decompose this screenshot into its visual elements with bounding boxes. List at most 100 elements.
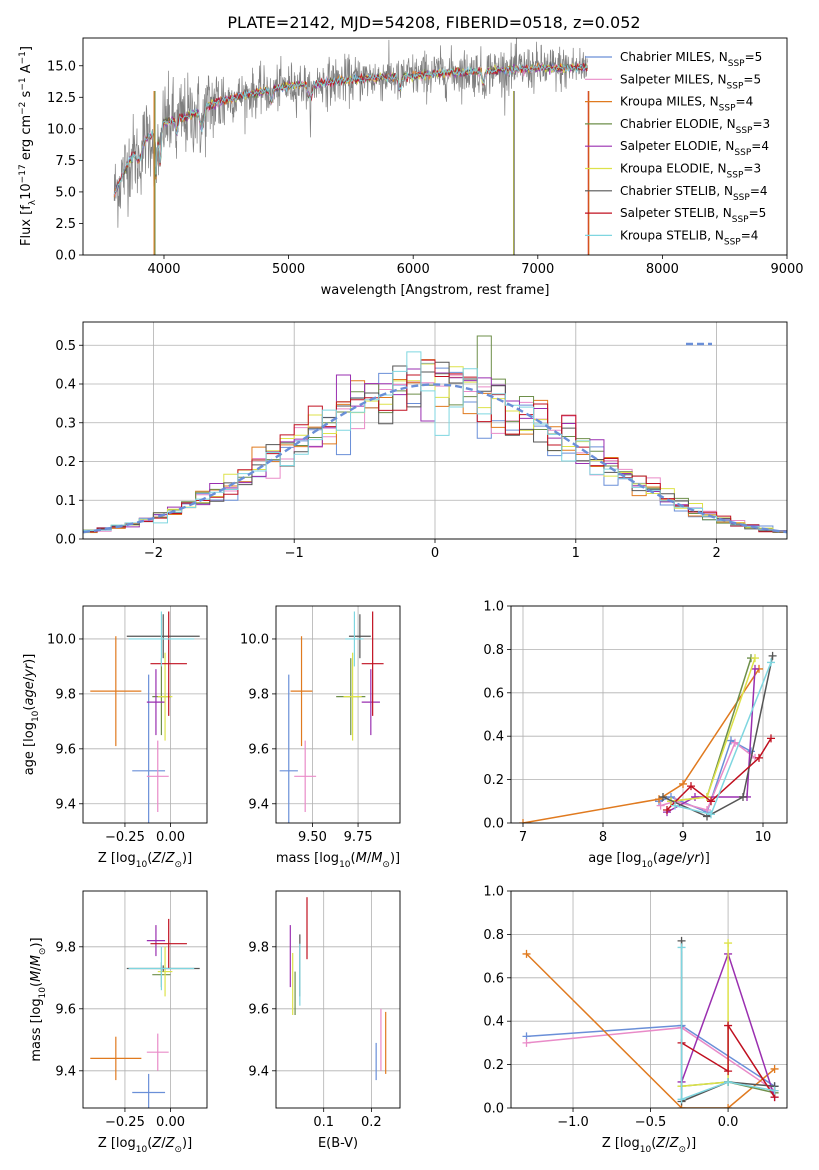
y-axis-label: mass [log10(M/M⊙)] — [29, 937, 48, 1061]
plus-marker — [671, 801, 679, 810]
y-tick-label: 9.8 — [55, 687, 76, 702]
y-axis-label: age [log10(age/yr)] — [22, 654, 41, 776]
x-axis-label: age [log10(age/yr)] — [588, 851, 710, 870]
y-tick-label: 9.8 — [248, 687, 269, 702]
y-tick-label: 0.2 — [483, 1058, 504, 1073]
plot-area — [83, 335, 787, 539]
y-tick-label: 0.4 — [483, 1015, 504, 1030]
x-axis-label: Z [log10(Z/Z⊙)] — [98, 1136, 192, 1155]
model-spectrum-line — [113, 63, 588, 195]
plot-area — [519, 651, 777, 823]
observed-spectrum-line — [113, 38, 588, 228]
plus-marker — [724, 1077, 733, 1086]
x-tick-label: 2 — [712, 546, 720, 561]
plus-marker — [731, 738, 739, 747]
plus-marker — [659, 792, 667, 801]
y-tick-label: 5.0 — [55, 185, 76, 200]
y-tick-label: 0.5 — [55, 339, 76, 354]
x-tick-label: 0.1 — [313, 1115, 334, 1130]
mass-weight-line — [525, 953, 776, 1108]
legend-entry-label: Salpeter MILES, NSSP=5 — [620, 72, 761, 91]
y-tick-label: 0.2 — [55, 455, 76, 470]
x-tick-label: −1 — [285, 546, 304, 561]
figure-title: PLATE=2142, MJD=54208, FIBERID=0518, z=0… — [227, 13, 640, 32]
legend-entry-label: Salpeter ELODIE, NSSP=4 — [620, 139, 769, 158]
legend-entry-label: Kroupa ELODIE, NSSP=3 — [620, 162, 761, 181]
normal-distribution-curve — [83, 383, 787, 534]
plus-marker — [770, 1064, 779, 1073]
x-tick-label: 0.00 — [156, 1115, 185, 1130]
axes-frame — [82, 321, 788, 540]
x-tick-label: 7 — [519, 830, 527, 845]
plus-marker — [767, 734, 775, 743]
plus-marker — [656, 801, 665, 810]
y-tick-label: 0.1 — [55, 494, 76, 509]
axes-frame — [275, 890, 401, 1109]
y-tick-label: 9.4 — [55, 1064, 76, 1079]
spectrum-panel: 4000 5000 6000 7000 8000 9000 0.0 2.5 5.0 7.5 10.0… — [18, 37, 804, 298]
x-tick-label: 5000 — [272, 262, 305, 277]
plus-marker — [522, 1038, 531, 1047]
x-tick-label: −0.25 — [105, 830, 145, 845]
legend-entry-label: Kroupa STELIB, NSSP=4 — [620, 228, 758, 247]
axes-frame — [82, 605, 208, 824]
x-tick-label: 0 — [431, 546, 439, 561]
mass-weight-line — [662, 655, 774, 818]
x-tick-label: −0.25 — [105, 1115, 145, 1130]
plot-area — [90, 611, 200, 823]
x-tick-label: 7000 — [521, 262, 554, 277]
x-tick-label: −1.0 — [557, 1115, 589, 1130]
age-vs-mass-panel: 9.50 9.75 9.4 9.6 9.8 10.0 mass [log10(M/M⊙)] — [240, 605, 401, 870]
x-tick-label: 8000 — [646, 262, 679, 277]
x-tick-label: 9000 — [770, 262, 803, 277]
plus-marker — [724, 1021, 733, 1030]
plus-marker — [707, 810, 715, 819]
y-axis-label: Flux [fλ10−17 erg cm−2 s−1 A−1] — [18, 46, 38, 246]
x-tick-label: 4000 — [147, 262, 180, 277]
x-tick-label: 0.2 — [361, 1115, 382, 1130]
x-tick-label: 9 — [679, 830, 687, 845]
axes-frame — [82, 37, 788, 256]
y-tick-label: 10.0 — [47, 632, 76, 647]
plus-marker — [677, 943, 686, 952]
y-tick-label: 7.5 — [55, 154, 76, 169]
y-tick-label: 9.4 — [248, 1064, 269, 1079]
y-tick-label: 0.6 — [483, 686, 504, 701]
plus-marker — [768, 651, 777, 660]
x-tick-label: 1 — [572, 546, 580, 561]
y-tick-label: 1.0 — [483, 600, 504, 615]
y-tick-label: 9.6 — [248, 742, 269, 757]
plus-marker — [724, 1067, 733, 1076]
massweight-vs-age-panel: 7 8 9 10 0.0 0.2 0.4 0.6 0.8 1.0 age [log10(age/yr… — [483, 600, 788, 870]
plus-marker — [663, 805, 671, 814]
y-tick-label: 10.0 — [240, 632, 269, 647]
plus-marker — [767, 658, 775, 667]
y-tick-label: 0.0 — [55, 533, 76, 548]
mass-vs-ebv-panel: 0.1 0.2 9.4 9.6 9.8 E(B-V) — [248, 890, 401, 1151]
y-tick-label: 9.6 — [55, 1002, 76, 1017]
mass-weight-line — [522, 668, 760, 823]
y-tick-label: 12.5 — [47, 91, 76, 106]
plus-marker — [755, 753, 763, 762]
plus-marker — [691, 792, 699, 801]
y-tick-label: 15.0 — [47, 59, 76, 74]
axes-frame — [510, 890, 788, 1109]
mass-vs-metallicity-panel: −0.25 0.00 9.4 9.6 9.8 Z [log10(Z/Z⊙)] mass [l… — [29, 890, 208, 1155]
y-tick-label: 1.0 — [483, 885, 504, 900]
x-tick-label: 0.0 — [718, 1115, 739, 1130]
y-tick-label: 9.6 — [248, 1002, 269, 1017]
y-tick-label: 0.8 — [483, 928, 504, 943]
y-tick-label: 0.4 — [483, 730, 504, 745]
x-axis-label: E(B-V) — [318, 1136, 358, 1151]
plus-marker — [687, 782, 695, 791]
y-tick-label: 2.5 — [55, 217, 76, 232]
plot-area — [289, 897, 387, 1081]
y-tick-label: 9.8 — [55, 940, 76, 955]
x-tick-label: −2 — [144, 546, 163, 561]
y-tick-label: 9.6 — [55, 742, 76, 757]
age-vs-metallicity-panel: −0.25 0.00 9.4 9.6 9.8 10.0 Z [log10(Z/Z⊙)] age… — [22, 605, 208, 870]
plot-area — [113, 38, 590, 255]
x-tick-label: 10 — [755, 830, 772, 845]
y-tick-label: 0.6 — [483, 971, 504, 986]
